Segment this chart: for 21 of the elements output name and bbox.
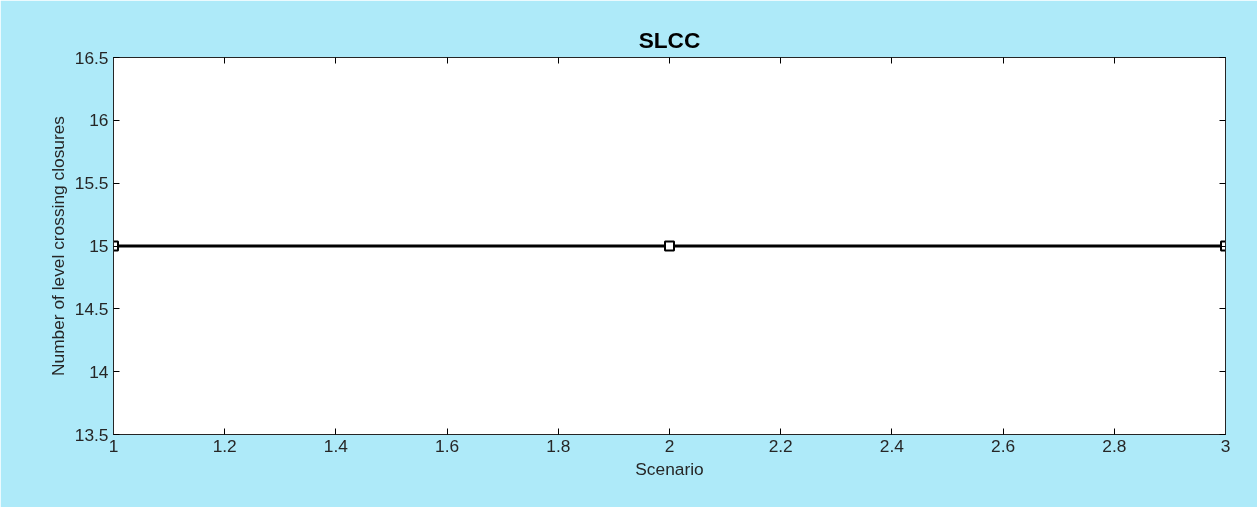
y-tick-label: 15: [89, 236, 109, 256]
x-tick-label: 2.8: [1102, 435, 1127, 456]
x-tick-label: 1.8: [546, 435, 571, 456]
x-tick-label: 2.4: [879, 435, 905, 456]
x-tick-label: 2: [664, 435, 675, 456]
x-tick-label: 1.6: [435, 435, 460, 456]
x-tick-label: 2.6: [991, 435, 1016, 456]
x-tick-label: 3: [1220, 435, 1231, 456]
x-tick-label: 1.2: [212, 435, 237, 456]
chart-title: SLCC: [638, 26, 701, 53]
y-axis-title: Number of level crossing closures: [47, 115, 68, 377]
y-tick-label: 16.5: [74, 47, 109, 68]
x-axis-title: Scenario: [635, 458, 704, 479]
y-tick-label: 14: [89, 361, 109, 382]
y-tick-label: 13.5: [74, 424, 109, 445]
x-tick-label: 1: [108, 435, 119, 456]
x-tick-label: 1.4: [323, 435, 349, 456]
y-tick-label: 16: [89, 110, 109, 131]
y-tick-label: 15.5: [74, 173, 109, 194]
y-tick-label: 14.5: [74, 298, 109, 319]
x-tick-label: 2.2: [768, 435, 793, 456]
